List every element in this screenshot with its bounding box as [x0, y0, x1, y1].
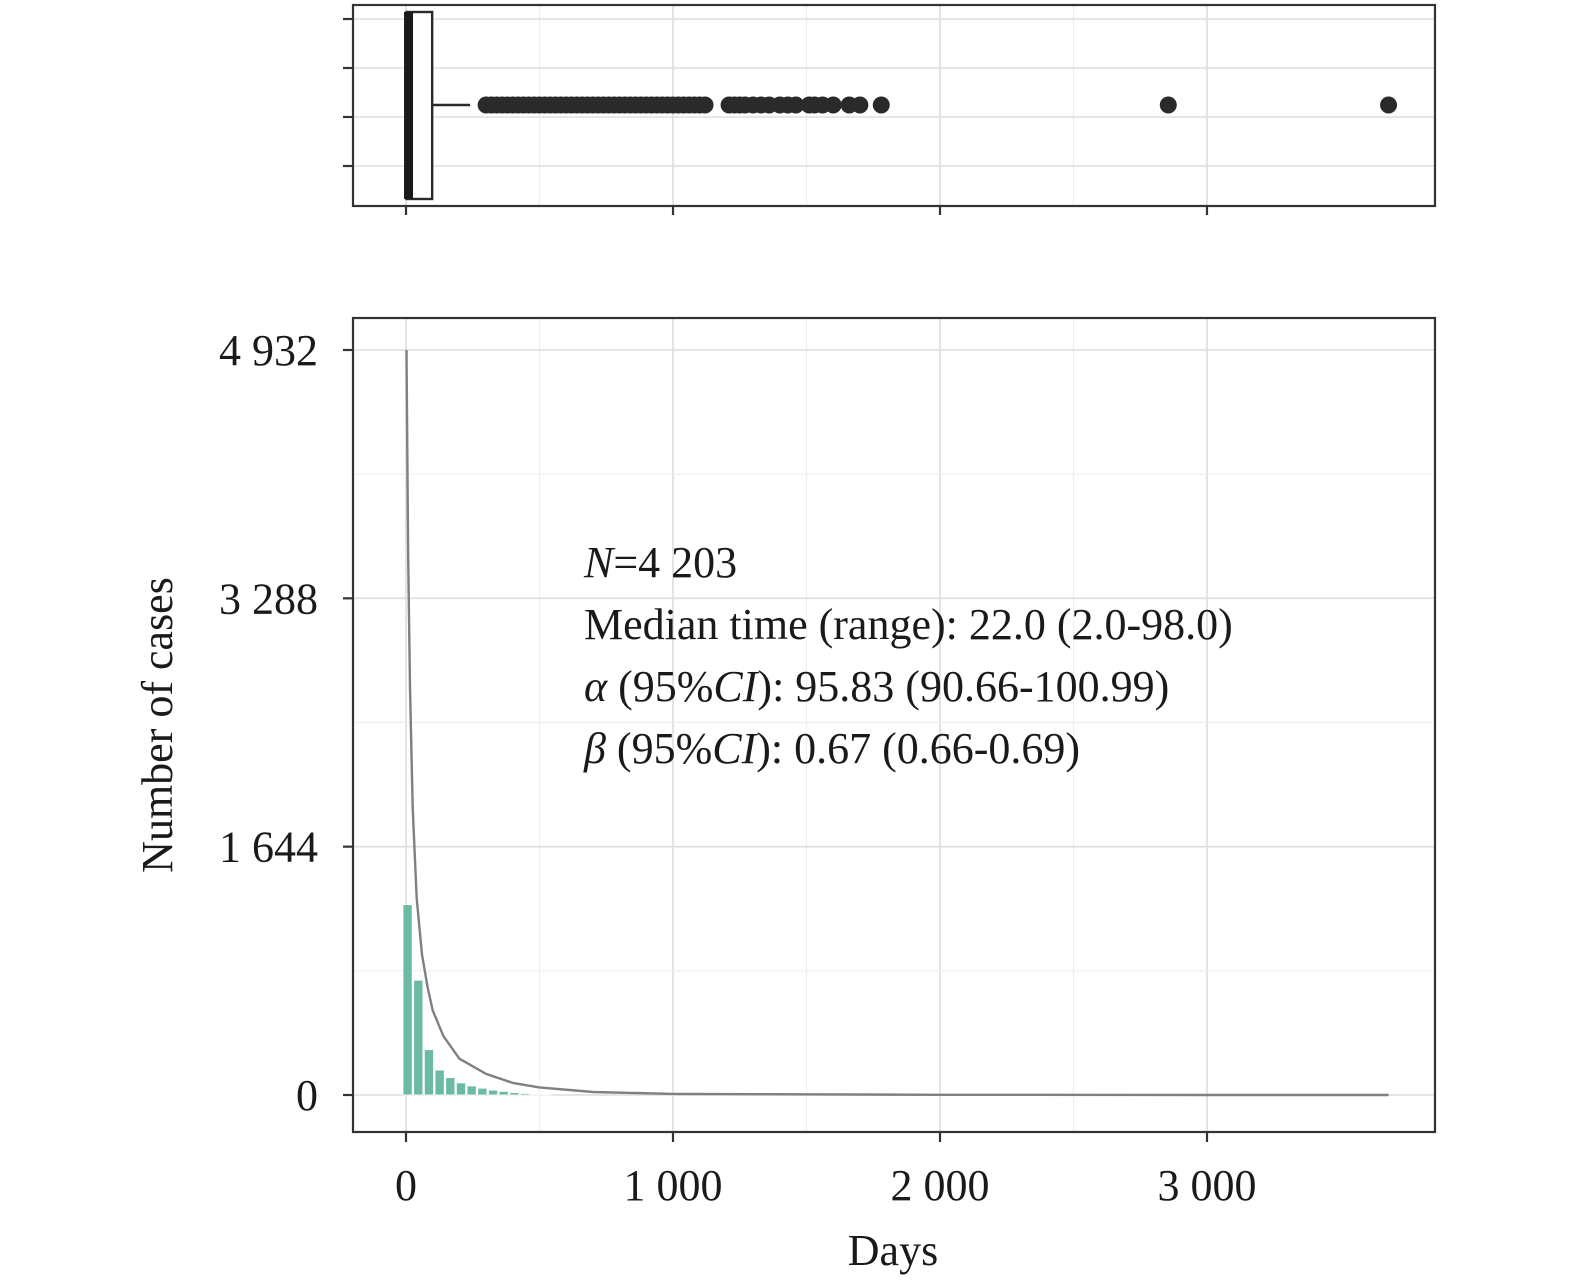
annotation-n-value: =4 203 [613, 538, 737, 587]
annotation-n-label: N [583, 538, 616, 587]
boxplot-frame [351, 3, 1437, 208]
x-tick-label: 3 000 [1158, 1161, 1257, 1210]
histogram-frame [351, 316, 1437, 1134]
boxplot-axis-ticks [343, 17, 1209, 215]
beta-paren-open: (95% [606, 724, 712, 773]
beta-symbol: β [583, 724, 606, 773]
boxplot-gridlines [353, 5, 1435, 206]
beta-ci-label: CI [712, 724, 758, 773]
x-tick-label: 0 [395, 1161, 417, 1210]
histogram-bar [477, 1087, 488, 1096]
histogram-bar [455, 1082, 466, 1096]
histogram-bar [488, 1089, 499, 1096]
alpha-ci-label: CI [713, 662, 759, 711]
y-tick-label: 4 932 [219, 326, 318, 375]
histogram-bar [498, 1090, 509, 1096]
x-axis-ticks: 0 1 000 2 000 3 000 [395, 1132, 1257, 1210]
y-tick-label: 0 [296, 1071, 318, 1120]
histogram-bar [402, 904, 413, 1096]
boxplot-marks [404, 10, 1398, 201]
fit-statistics-annotation: N=4 203 Median time (range): 22.0 (2.0-9… [583, 538, 1233, 773]
boxplot-panel [343, 3, 1437, 215]
histogram-bar [509, 1092, 520, 1096]
boxplot-outlier-point [1159, 96, 1177, 114]
annotation-n: N=4 203 [583, 538, 737, 587]
alpha-paren-open: (95% [607, 662, 713, 711]
annotation-beta: β (95%CI): 0.67 (0.66-0.69) [583, 724, 1080, 773]
histogram-bar [530, 1093, 541, 1096]
boxplot-outlier-point [851, 96, 869, 114]
alpha-symbol: α [584, 662, 608, 711]
histogram-bar [445, 1077, 456, 1096]
boxplot-outlier-point [696, 96, 714, 114]
histogram-bar [423, 1049, 434, 1096]
annotation-alpha: α (95%CI): 95.83 (90.66-100.99) [584, 662, 1169, 711]
histogram-bar [413, 979, 424, 1096]
y-axis-title: Number of cases [133, 577, 182, 873]
x-tick-label: 1 000 [624, 1161, 723, 1210]
histogram-bar [434, 1069, 445, 1096]
alpha-estimate: ): 95.83 (90.66-100.99) [757, 662, 1169, 711]
histogram-panel: 0 1 000 2 000 3 000 0 1 644 3 288 4 932 Days N… [133, 316, 1437, 1275]
histogram-bars [402, 904, 552, 1096]
x-tick-label: 2 000 [891, 1161, 990, 1210]
histogram-bar [466, 1085, 477, 1096]
histogram-bar [520, 1093, 531, 1096]
fitted-curve [405, 349, 1389, 1097]
y-tick-label: 3 288 [219, 574, 318, 623]
beta-estimate: ): 0.67 (0.66-0.69) [756, 724, 1080, 773]
y-tick-label: 1 644 [219, 823, 318, 872]
boxplot-outlier-point [824, 96, 842, 114]
boxplot-outlier-point [1380, 96, 1398, 114]
boxplot-outlier-point [872, 96, 890, 114]
annotation-median: Median time (range): 22.0 (2.0-98.0) [584, 600, 1233, 649]
y-axis-ticks: 0 1 644 3 288 4 932 [219, 326, 353, 1120]
x-axis-title: Days [848, 1226, 938, 1275]
boxplot-outlier-point [787, 96, 805, 114]
